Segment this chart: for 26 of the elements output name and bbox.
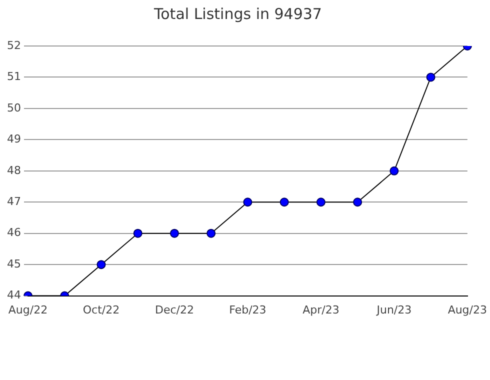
chart-title: Total Listings in 94937 (153, 4, 322, 23)
point (170, 228, 179, 238)
x-tick-label: Feb/23 (229, 303, 266, 316)
x-tick-label: Dec/22 (154, 303, 194, 316)
y-tick-label: 49 (6, 132, 21, 146)
y-tick-label: 47 (6, 194, 21, 208)
point (206, 228, 216, 238)
point (96, 260, 106, 270)
x-tick-label: Jun/23 (376, 303, 412, 316)
point (280, 198, 289, 207)
y-tick-label: 52 (6, 38, 21, 52)
point (133, 228, 142, 238)
x-tick-label: Apr/23 (302, 303, 340, 316)
x-tick-label: Aug/23 (448, 303, 488, 316)
point (243, 198, 252, 207)
y-tick-label: 50 (6, 101, 21, 114)
y-tick-label: 45 (6, 257, 21, 270)
y-tick-label: 44 (6, 288, 21, 302)
point (353, 198, 362, 207)
x-tick-label: Oct/22 (82, 303, 120, 316)
y-tick-label: 46 (6, 226, 21, 240)
x-tick-label: Aug/22 (8, 303, 48, 316)
y-tick-label: 48 (6, 164, 21, 177)
point (390, 166, 399, 176)
y-tick-label: 51 (6, 70, 21, 84)
point (316, 198, 326, 207)
